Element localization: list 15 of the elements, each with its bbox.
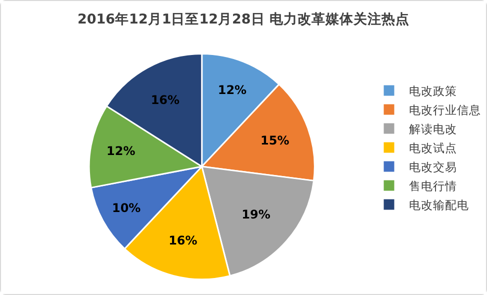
chart-title: 2016年12月1日至12月28日 电力改革媒体关注热点 [77, 10, 410, 28]
data-label: 19% [242, 207, 270, 222]
legend-label: 电改输配电 [409, 198, 469, 212]
legend-label: 售电行情 [409, 178, 457, 193]
legend-label: 电改试点 [409, 140, 457, 155]
legend-label: 电改行业信息 [409, 102, 481, 117]
data-label: 12% [106, 144, 136, 158]
legend-label: 电改交易 [409, 160, 457, 174]
data-label: 12% [218, 82, 247, 97]
data-label: 16% [150, 92, 180, 107]
data-label: 16% [168, 233, 198, 248]
data-label: 15% [260, 133, 290, 148]
legend-label: 解读电改 [409, 122, 457, 136]
data-label: 10% [112, 201, 141, 216]
legend-label: 电改政策 [409, 84, 457, 98]
